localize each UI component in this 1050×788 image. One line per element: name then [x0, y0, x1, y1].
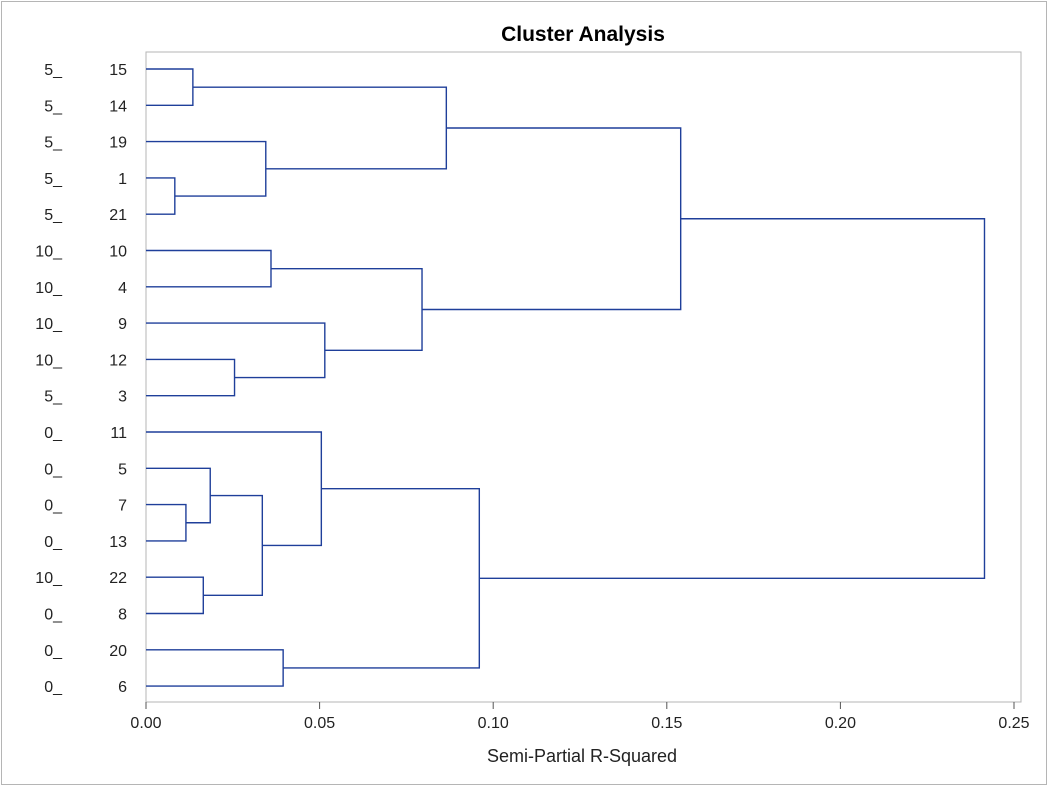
dendrogram-links: [146, 68, 986, 687]
leaf-label: 12: [109, 352, 127, 369]
merge-link-7: [146, 322, 326, 379]
group-label: 10_: [35, 352, 63, 369]
group-label: 5_: [44, 389, 63, 406]
merge-link-6: [146, 358, 236, 397]
group-label: 10_: [35, 570, 63, 587]
merge-link-15: [146, 649, 284, 687]
leaf-label: 20: [109, 643, 127, 660]
x-axis: 0.00 0.05 0.10 0.15 0.20 0.25: [130, 702, 1030, 732]
leaf-label: 10: [109, 244, 127, 261]
group-label: 10_: [35, 280, 63, 297]
merge-link-12: [146, 576, 204, 615]
x-tick-label: 0.15: [651, 715, 682, 732]
leaf-label: 15: [109, 62, 127, 79]
x-tick-label: 0.25: [998, 715, 1029, 732]
leaf-label: 4: [118, 280, 127, 297]
leaf-label: 19: [109, 135, 127, 152]
leaf-labels: 15 14 19 1 21 10 4 9 12 3 11 5 7 13 22 8 20 6: [109, 62, 127, 696]
x-tick-label: 0.20: [825, 715, 856, 732]
leaf-label: 6: [118, 679, 127, 696]
leaf-label: 11: [110, 425, 127, 442]
leaf-label: 1: [118, 171, 127, 188]
group-label: 0_: [44, 425, 63, 442]
leaf-label: 8: [118, 607, 127, 624]
plot-area: [145, 51, 1022, 703]
x-tick-label: 0.10: [478, 715, 509, 732]
leaf-label: 22: [109, 570, 127, 587]
group-label: 0_: [44, 643, 63, 660]
x-tick-label: 0.00: [130, 715, 161, 732]
leaf-label: 3: [118, 389, 127, 406]
merge-link-17: [479, 218, 986, 580]
merge-link-11: [146, 467, 211, 524]
leaf-label: 7: [118, 498, 127, 515]
group-label: 5_: [44, 62, 63, 79]
group-label: 10_: [35, 316, 63, 333]
x-tick-label: 0.05: [304, 715, 335, 732]
merge-link-8: [270, 267, 423, 352]
merge-link-5: [146, 249, 272, 288]
group-label: 5_: [44, 135, 63, 152]
merge-link-1: [146, 68, 194, 106]
merge-link-13: [203, 494, 264, 597]
leaf-label: 9: [118, 316, 127, 333]
group-label: 5_: [44, 171, 63, 188]
merge-link-10: [146, 503, 187, 542]
merge-link-2: [146, 177, 176, 215]
group-label: 5_: [44, 207, 63, 224]
merge-link-16: [283, 488, 481, 669]
group-label: 0_: [44, 679, 63, 696]
group-label: 0_: [44, 607, 63, 624]
group-label: 5_: [44, 98, 63, 115]
group-label: 0_: [44, 534, 63, 551]
leaf-label: 13: [109, 534, 127, 551]
leaf-label: 14: [109, 98, 127, 115]
group-label: 10_: [35, 244, 63, 261]
x-axis-title: Semi-Partial R-Squared: [487, 746, 677, 766]
leaf-label: 5: [118, 461, 127, 478]
merge-link-9: [422, 127, 682, 311]
group-label: 0_: [44, 498, 63, 515]
merge-link-3: [146, 140, 267, 197]
group-labels: 5_ 5_ 5_ 5_ 5_ 10_ 10_ 10_ 10_ 5_ 0_ 0_ 0_ 0_ 10_ 0_ 0_ 0…: [35, 62, 63, 696]
group-label: 0_: [44, 461, 63, 478]
merge-link-4: [192, 86, 448, 170]
chart-title: Cluster Analysis: [501, 23, 665, 46]
leaf-label: 21: [109, 207, 127, 224]
merge-link-14: [146, 431, 323, 547]
